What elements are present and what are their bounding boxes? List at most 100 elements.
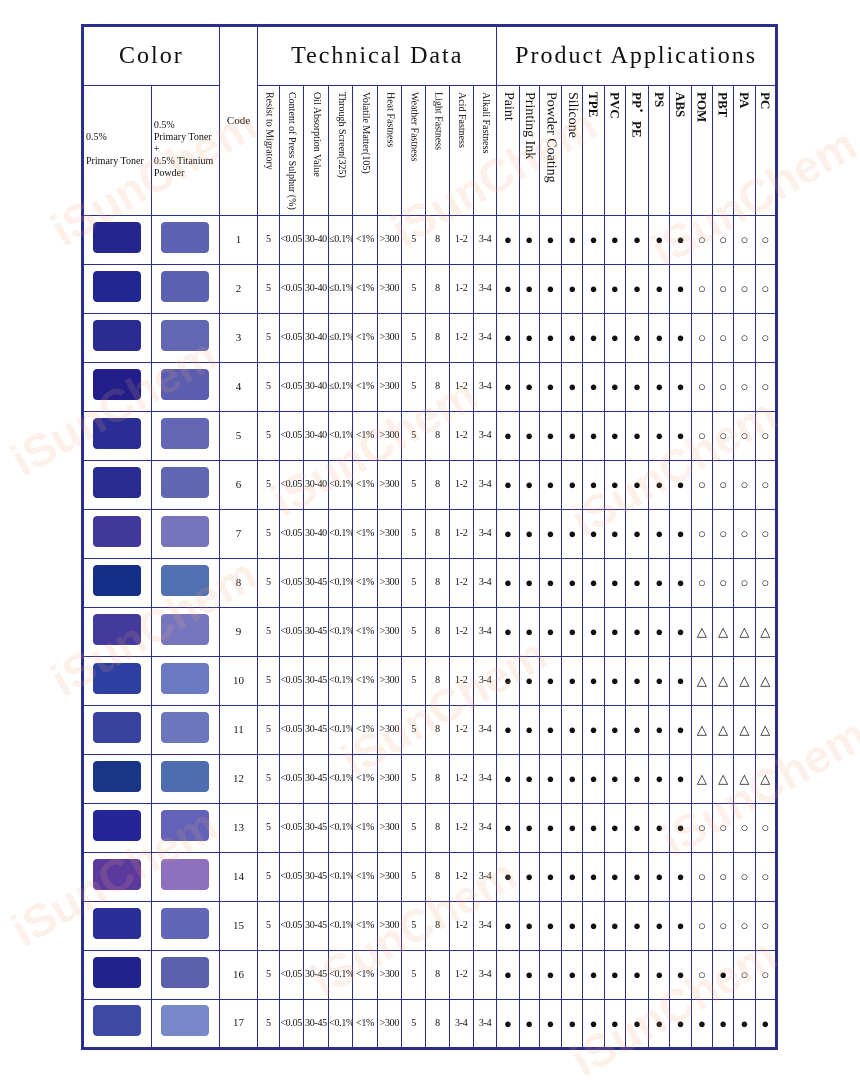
- app-suitability-mark: ●: [538, 459, 563, 510]
- app-suitability-mark: ○: [711, 312, 735, 363]
- primary-toner-swatch: [93, 466, 142, 498]
- app-suitability-mark: ●: [496, 998, 520, 1049]
- app-suitability-mark: ○: [711, 214, 735, 265]
- app-suitability-mark: ●: [538, 998, 563, 1049]
- primary-swatch-cell: [82, 557, 152, 608]
- app-suitability-mark: ○: [711, 361, 735, 412]
- code-cell: 5: [218, 410, 259, 461]
- tech-value: 5: [257, 508, 280, 559]
- code-header: Code: [218, 25, 259, 216]
- app-suitability-mark: ●: [538, 606, 563, 657]
- tint-swatch-cell: [150, 802, 220, 853]
- tint-extra2: Powder: [153, 168, 185, 180]
- app-suitability-mark: ○: [690, 949, 714, 1000]
- tech-value: <1%: [352, 704, 378, 755]
- app-suitability-mark: △: [754, 753, 778, 804]
- app-suitability-mark: △: [711, 753, 735, 804]
- primary-swatch-cell: [82, 361, 152, 412]
- app-suitability-mark: ○: [733, 851, 756, 902]
- tech-col-header: Resist to Migratory: [257, 85, 280, 216]
- tech-value: <1%: [352, 263, 378, 314]
- code-cell: 10: [218, 655, 259, 706]
- app-suitability-mark: ●: [582, 312, 605, 363]
- table-row: 11 5 <0.05 30-45 <0.1% <1% >300 5 8 1-2 3-4 ● ● ● ● ● ● ●…: [82, 704, 778, 755]
- tech-col-label: Resist to Migratory: [263, 92, 275, 170]
- tech-value: 5: [257, 753, 280, 804]
- app-suitability-mark: ●: [582, 459, 605, 510]
- app-suitability-mark: ●: [496, 214, 520, 265]
- table-row: 3 5 <0.05 30-40 ≤0.1% <1% >300 5 8 1-2 3-4 ● ● ● ● ● ● ● ●…: [82, 312, 778, 363]
- tech-value: 30-40: [302, 361, 330, 412]
- tech-value: 8: [425, 557, 450, 608]
- code-cell: 12: [218, 753, 259, 804]
- tech-col-label: Content of Press Sulphur (%): [286, 92, 298, 210]
- app-suitability-mark: ●: [603, 557, 626, 608]
- app-suitability-mark: ○: [733, 214, 756, 265]
- app-suitability-mark: ○: [754, 802, 778, 853]
- app-suitability-mark: ●: [648, 802, 671, 853]
- tech-value: <0.1%: [328, 998, 354, 1049]
- tint-swatch-cell: [150, 949, 220, 1000]
- app-suitability-mark: ●: [648, 655, 671, 706]
- tech-value: 8: [425, 410, 450, 461]
- tech-value: 1-2: [448, 655, 474, 706]
- tech-value: 30-40: [302, 214, 330, 265]
- app-suitability-mark: ●: [648, 998, 671, 1049]
- app-suitability-mark: ●: [538, 949, 563, 1000]
- app-suitability-mark: ●: [669, 557, 692, 608]
- tech-value: <0.05: [278, 214, 304, 265]
- app-suitability-mark: ●: [538, 753, 563, 804]
- app-suitability-mark: ●: [669, 508, 692, 559]
- app-suitability-mark: ●: [582, 606, 605, 657]
- app-suitability-mark: △: [733, 753, 756, 804]
- app-suitability-mark: ●: [496, 704, 520, 755]
- tech-value: 5: [400, 508, 427, 559]
- app-suitability-mark: ●: [582, 263, 605, 314]
- app-suitability-mark: ●: [496, 900, 520, 951]
- app-suitability-mark: ●: [561, 998, 584, 1049]
- primary-swatch-cell: [82, 949, 152, 1000]
- tech-value: <0.05: [278, 900, 304, 951]
- primary-swatch-cell: [82, 263, 152, 314]
- app-suitability-mark: ●: [648, 851, 671, 902]
- tint-swatch-cell: [150, 606, 220, 657]
- app-suitability-mark: ●: [561, 508, 584, 559]
- tech-value: <1%: [352, 459, 378, 510]
- spec-sheet: Color Code Technical Data Product Applic…: [81, 24, 778, 1050]
- tech-value: <1%: [352, 802, 378, 853]
- primary-toner-swatch: [93, 809, 142, 841]
- table-row: 12 5 <0.05 30-45 <0.1% <1% >300 5 8 1-2 3-4 ● ● ● ● ● ● ●…: [82, 753, 778, 804]
- color-header: Color: [82, 25, 220, 86]
- tech-value: 5: [257, 606, 280, 657]
- tech-value: <0.05: [278, 508, 304, 559]
- tech-value: >300: [376, 900, 403, 951]
- app-suitability-mark: ●: [561, 410, 584, 461]
- code-cell: 17: [218, 998, 259, 1049]
- app-suitability-mark: ●: [603, 214, 626, 265]
- app-suitability-mark: ●: [669, 851, 692, 902]
- primary-toner-swatch: [93, 1005, 142, 1037]
- tech-col-header: Weather Fastness: [400, 85, 427, 216]
- tech-value: 3-4: [472, 263, 498, 314]
- app-suitability-mark: ●: [648, 410, 671, 461]
- tech-value: <0.05: [278, 753, 304, 804]
- tech-value: <0.1%: [328, 900, 354, 951]
- tech-value: <1%: [352, 214, 378, 265]
- tech-value: <0.1%: [328, 557, 354, 608]
- tech-value: <0.05: [278, 655, 304, 706]
- app-suitability-mark: △: [690, 655, 714, 706]
- app-suitability-mark: △: [754, 704, 778, 755]
- app-suitability-mark: ●: [518, 949, 540, 1000]
- app-suitability-mark: ○: [733, 312, 756, 363]
- app-suitability-mark: ○: [690, 508, 714, 559]
- app-suitability-mark: ●: [648, 557, 671, 608]
- tech-value: <0.05: [278, 361, 304, 412]
- app-suitability-mark: ○: [733, 410, 756, 461]
- app-col-label: Printing Ink: [522, 92, 538, 160]
- app-suitability-mark: ○: [754, 263, 778, 314]
- tint-swatch: [161, 760, 210, 792]
- app-suitability-mark: ●: [582, 802, 605, 853]
- tech-value: <0.1%: [328, 851, 354, 902]
- app-col-label: Silicone: [565, 92, 581, 138]
- primary-toner-swatch: [93, 613, 142, 645]
